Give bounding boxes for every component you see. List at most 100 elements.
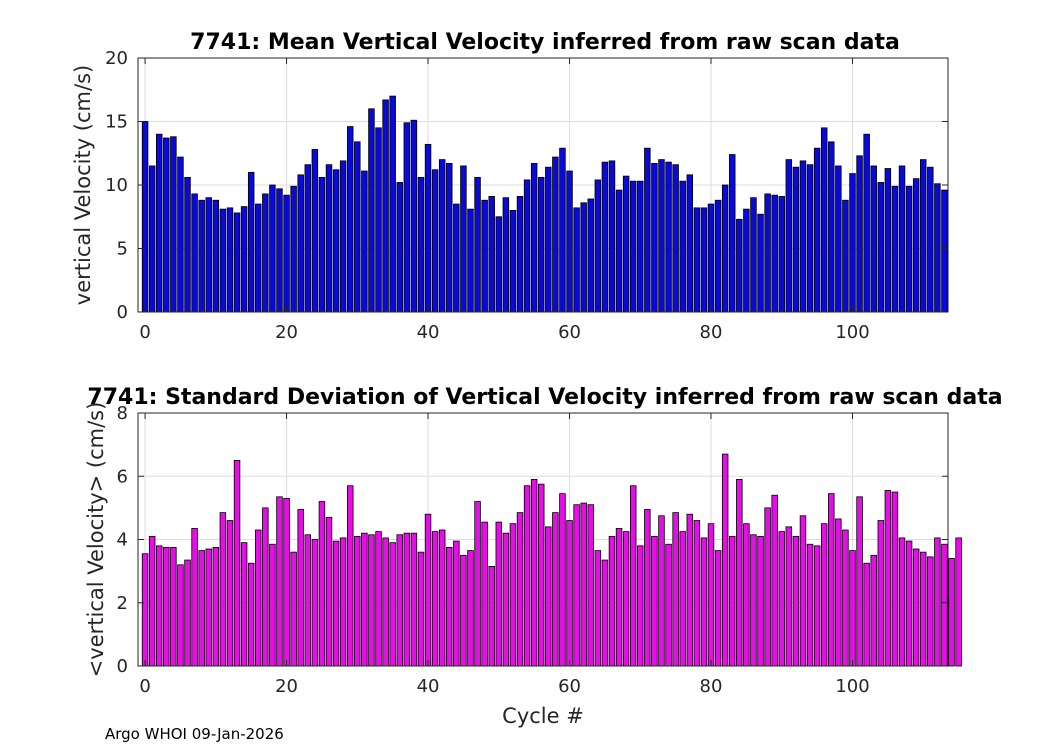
bar xyxy=(764,193,771,313)
bar xyxy=(884,490,892,667)
bar xyxy=(757,535,764,667)
bar xyxy=(559,493,566,667)
bar xyxy=(474,176,481,313)
bar xyxy=(346,126,354,313)
bar xyxy=(905,185,913,313)
bar xyxy=(502,532,510,667)
bar xyxy=(170,136,177,313)
y-tick-label: 4 xyxy=(117,530,128,551)
bar xyxy=(785,526,793,667)
bar xyxy=(743,208,750,313)
y-axis-label: <vertical Velocity> (cm/s) xyxy=(84,402,108,678)
bar xyxy=(438,529,446,667)
bar xyxy=(934,537,941,667)
bar xyxy=(304,164,312,313)
bar xyxy=(460,554,467,667)
bar xyxy=(488,565,495,667)
bar xyxy=(240,206,248,313)
bar xyxy=(920,159,927,313)
bar xyxy=(934,183,941,313)
bar xyxy=(339,160,347,313)
bar xyxy=(707,203,715,313)
bar xyxy=(148,535,156,667)
bar xyxy=(488,196,495,313)
bar xyxy=(721,453,729,667)
bar xyxy=(580,502,587,667)
bar xyxy=(672,512,679,667)
bar xyxy=(255,529,262,667)
y-axis-label: vertical Velocity (cm/s) xyxy=(71,65,95,305)
chart-title: 7741: Mean Vertical Velocity inferred fr… xyxy=(190,30,900,55)
bar xyxy=(927,556,934,667)
bar xyxy=(820,127,828,313)
bar xyxy=(714,199,722,313)
bar xyxy=(806,164,814,313)
bar xyxy=(382,99,389,313)
bar xyxy=(686,513,694,667)
bar xyxy=(354,141,361,313)
bar xyxy=(318,501,326,667)
bar xyxy=(325,516,333,667)
bar xyxy=(481,521,488,667)
bar xyxy=(177,564,184,667)
bar xyxy=(714,550,722,667)
bar xyxy=(368,108,375,313)
bar xyxy=(163,547,170,667)
bar xyxy=(849,550,856,667)
chart-title: 7741: Standard Deviation of Vertical Vel… xyxy=(87,385,1002,410)
x-tick-label: 0 xyxy=(139,676,150,697)
bar xyxy=(205,197,212,313)
bar xyxy=(283,194,290,313)
bar xyxy=(608,160,616,313)
bar xyxy=(509,209,517,313)
bar xyxy=(155,545,163,667)
bar xyxy=(736,479,743,667)
y-tick-label: 6 xyxy=(117,466,128,487)
bar xyxy=(806,543,814,667)
bar xyxy=(622,531,630,667)
bar xyxy=(212,199,220,313)
bar xyxy=(870,165,877,313)
bar xyxy=(601,559,609,667)
bar xyxy=(644,147,651,313)
bar xyxy=(226,520,234,667)
bar xyxy=(269,184,276,313)
y-tick-label: 15 xyxy=(105,112,128,133)
bar xyxy=(842,529,849,667)
bar xyxy=(700,537,708,667)
bar xyxy=(856,496,863,667)
bar xyxy=(856,155,863,313)
bar xyxy=(240,542,248,667)
bar xyxy=(375,531,382,667)
bar xyxy=(389,95,396,313)
bar xyxy=(828,493,835,667)
bar xyxy=(424,143,432,313)
y-tick-label: 10 xyxy=(105,175,128,196)
bar xyxy=(523,179,531,313)
bar xyxy=(771,494,778,667)
bar xyxy=(679,531,686,667)
bar xyxy=(594,550,602,667)
bar xyxy=(799,160,807,313)
bar xyxy=(396,534,403,667)
bar xyxy=(375,127,382,313)
bar xyxy=(247,171,255,313)
bar xyxy=(771,194,778,313)
bar xyxy=(269,543,276,667)
bar xyxy=(382,537,389,667)
bar xyxy=(912,178,920,313)
bar xyxy=(184,559,191,667)
bar xyxy=(545,166,552,313)
bar xyxy=(778,196,785,313)
bar xyxy=(318,176,326,313)
bar xyxy=(212,547,220,667)
bar xyxy=(283,497,290,667)
bar xyxy=(820,523,828,667)
bar xyxy=(729,535,736,667)
bar xyxy=(247,562,255,667)
bar xyxy=(629,485,637,667)
y-tick-label: 0 xyxy=(117,656,128,677)
y-tick-label: 5 xyxy=(117,239,128,260)
bar xyxy=(346,485,354,667)
